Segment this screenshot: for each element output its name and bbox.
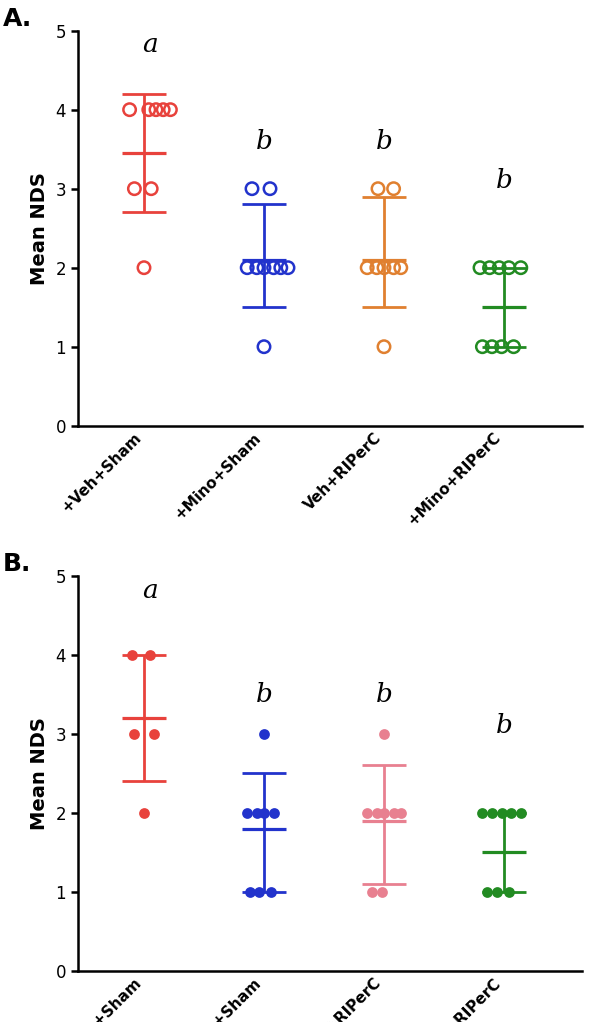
- Point: [130, 181, 139, 197]
- Text: b: b: [376, 129, 392, 153]
- Text: a: a: [142, 577, 158, 603]
- Point: [509, 338, 518, 355]
- Point: [144, 101, 154, 118]
- Text: b: b: [496, 713, 512, 739]
- Y-axis label: Mean NDS: Mean NDS: [29, 717, 49, 830]
- Point: [269, 260, 278, 276]
- Point: [266, 884, 276, 900]
- Point: [259, 726, 269, 742]
- Point: [283, 260, 293, 276]
- Point: [130, 726, 139, 742]
- Point: [478, 338, 487, 355]
- Point: [396, 260, 406, 276]
- Point: [362, 804, 372, 821]
- Point: [389, 181, 398, 197]
- Point: [504, 884, 514, 900]
- Point: [379, 726, 389, 742]
- Point: [276, 260, 286, 276]
- Point: [139, 260, 149, 276]
- Point: [158, 101, 168, 118]
- Point: [475, 260, 485, 276]
- Point: [252, 804, 262, 821]
- Point: [389, 260, 398, 276]
- Point: [127, 647, 137, 663]
- Y-axis label: Mean NDS: Mean NDS: [29, 172, 49, 284]
- Point: [245, 884, 254, 900]
- Point: [242, 804, 252, 821]
- Point: [139, 804, 149, 821]
- Text: b: b: [256, 682, 272, 707]
- Point: [372, 260, 382, 276]
- Point: [254, 884, 264, 900]
- Point: [516, 260, 526, 276]
- Point: [151, 101, 161, 118]
- Point: [389, 804, 398, 821]
- Point: [487, 338, 497, 355]
- Point: [377, 884, 386, 900]
- Point: [492, 884, 502, 900]
- Point: [497, 804, 506, 821]
- Point: [146, 181, 156, 197]
- Point: [259, 260, 269, 276]
- Point: [379, 260, 389, 276]
- Point: [485, 260, 494, 276]
- Point: [362, 260, 372, 276]
- Text: A.: A.: [2, 7, 32, 31]
- Point: [494, 260, 504, 276]
- Point: [269, 804, 278, 821]
- Point: [252, 260, 262, 276]
- Point: [259, 338, 269, 355]
- Text: b: b: [376, 682, 392, 707]
- Point: [145, 647, 155, 663]
- Text: b: b: [256, 129, 272, 153]
- Text: b: b: [496, 169, 512, 193]
- Point: [373, 181, 383, 197]
- Point: [379, 804, 389, 821]
- Text: B.: B.: [2, 552, 31, 576]
- Point: [482, 884, 492, 900]
- Point: [487, 804, 497, 821]
- Point: [379, 338, 389, 355]
- Point: [259, 804, 269, 821]
- Point: [497, 338, 506, 355]
- Point: [372, 804, 382, 821]
- Point: [506, 804, 516, 821]
- Point: [125, 101, 134, 118]
- Point: [367, 884, 377, 900]
- Text: a: a: [142, 33, 158, 57]
- Point: [478, 804, 487, 821]
- Point: [504, 260, 514, 276]
- Point: [396, 804, 406, 821]
- Point: [166, 101, 175, 118]
- Point: [516, 804, 526, 821]
- Point: [265, 181, 275, 197]
- Point: [242, 260, 252, 276]
- Point: [247, 181, 257, 197]
- Point: [149, 726, 158, 742]
